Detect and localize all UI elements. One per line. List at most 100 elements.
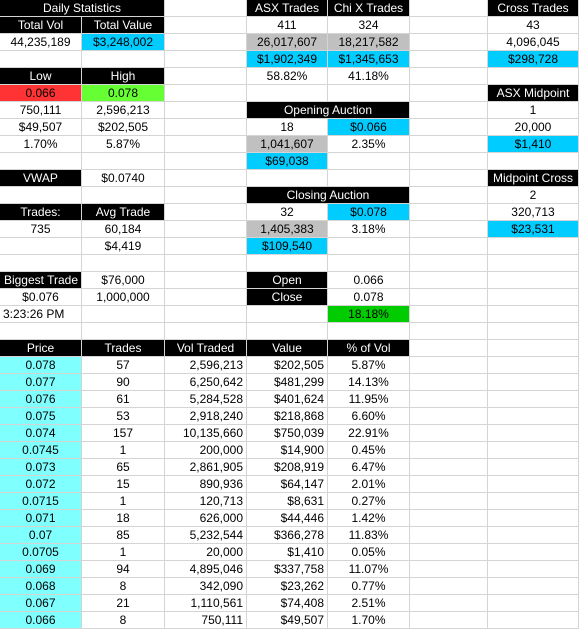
value-cell: 0.27% <box>328 493 410 510</box>
header-cell: Low <box>0 68 82 85</box>
grid-cell <box>410 374 488 391</box>
value-cell: $1,902,349 <box>247 51 328 68</box>
value-cell: 5,284,528 <box>165 391 247 408</box>
grid-cell <box>488 408 579 425</box>
grid-cell <box>410 340 488 357</box>
value-cell: 53 <box>82 408 165 425</box>
value-cell: $298,728 <box>488 51 579 68</box>
grid-cell <box>165 136 247 153</box>
grid-cell <box>247 170 328 187</box>
grid-cell <box>328 238 410 255</box>
grid-cell <box>410 595 488 612</box>
grid-cell <box>488 612 579 629</box>
grid-cell <box>165 34 247 51</box>
value-cell: 320,713 <box>488 204 579 221</box>
value-cell: 0.067 <box>0 595 82 612</box>
value-cell: 1,041,607 <box>247 136 328 153</box>
value-cell: $8,631 <box>247 493 328 510</box>
grid-cell <box>488 527 579 544</box>
value-cell: 10,135,660 <box>165 425 247 442</box>
grid-cell <box>488 595 579 612</box>
grid-cell <box>165 204 247 221</box>
grid-cell <box>488 493 579 510</box>
value-cell: 120,713 <box>165 493 247 510</box>
value-cell: 11.07% <box>328 561 410 578</box>
value-cell: $366,278 <box>247 527 328 544</box>
value-cell: 0.05% <box>328 544 410 561</box>
grid-cell <box>488 306 579 323</box>
grid-cell <box>410 425 488 442</box>
value-cell: $218,868 <box>247 408 328 425</box>
grid-cell <box>410 170 488 187</box>
value-cell: $750,039 <box>247 425 328 442</box>
value-cell: $3,248,002 <box>82 34 165 51</box>
value-cell: 6.47% <box>328 459 410 476</box>
grid-cell <box>488 68 579 85</box>
grid-cell <box>165 238 247 255</box>
value-cell: 20,000 <box>165 544 247 561</box>
value-cell: 411 <box>247 17 328 34</box>
value-cell: 60,184 <box>82 221 165 238</box>
header-cell: Trades: <box>0 204 82 221</box>
value-cell: $1,345,653 <box>328 51 410 68</box>
value-cell: 20,000 <box>488 119 579 136</box>
value-cell: $0.076 <box>0 289 82 306</box>
grid-cell <box>410 153 488 170</box>
grid-cell <box>165 153 247 170</box>
value-cell: $44,446 <box>247 510 328 527</box>
grid-cell <box>247 85 328 102</box>
value-cell: 15 <box>82 476 165 493</box>
value-cell: 2,596,213 <box>82 102 165 119</box>
value-cell: 11.95% <box>328 391 410 408</box>
value-cell: 1.70% <box>0 136 82 153</box>
grid-cell <box>165 17 247 34</box>
value-cell: 4,895,046 <box>165 561 247 578</box>
header-cell: Opening Auction <box>247 102 410 119</box>
value-cell: 2.51% <box>328 595 410 612</box>
value-cell: 5,232,544 <box>165 527 247 544</box>
grid-cell <box>410 391 488 408</box>
value-cell: 1 <box>488 102 579 119</box>
grid-cell <box>410 255 488 272</box>
value-cell: 0.0705 <box>0 544 82 561</box>
value-cell: $0.066 <box>328 119 410 136</box>
grid-cell <box>165 306 247 323</box>
value-cell: 44,235,189 <box>0 34 82 51</box>
value-cell: $64,147 <box>247 476 328 493</box>
grid-cell <box>165 255 247 272</box>
header-cell: Cross Trades <box>488 0 579 17</box>
grid-cell <box>410 238 488 255</box>
header-cell: Value <box>247 340 328 357</box>
grid-cell <box>488 340 579 357</box>
value-cell: 890,936 <box>165 476 247 493</box>
grid-cell <box>410 17 488 34</box>
grid-cell <box>0 153 82 170</box>
value-cell: 1 <box>82 493 165 510</box>
grid-cell <box>488 391 579 408</box>
grid-cell <box>410 612 488 629</box>
value-cell: 0.066 <box>0 612 82 629</box>
header-cell: Trades <box>82 340 165 357</box>
grid-cell <box>488 255 579 272</box>
grid-cell <box>410 459 488 476</box>
value-cell: 18 <box>82 510 165 527</box>
grid-cell <box>247 255 328 272</box>
value-cell: $1,410 <box>247 544 328 561</box>
value-cell: $0.0740 <box>82 170 165 187</box>
value-cell: $109,540 <box>247 238 328 255</box>
header-cell: Closing Auction <box>247 187 410 204</box>
grid-cell <box>488 476 579 493</box>
grid-cell <box>165 289 247 306</box>
value-cell: $202,505 <box>82 119 165 136</box>
grid-cell <box>410 85 488 102</box>
value-cell: $208,919 <box>247 459 328 476</box>
value-cell: 0.071 <box>0 510 82 527</box>
grid-cell <box>328 170 410 187</box>
grid-cell <box>165 102 247 119</box>
grid-cell <box>488 459 579 476</box>
header-cell: % of Vol <box>328 340 410 357</box>
value-cell: 8 <box>82 612 165 629</box>
grid-cell <box>410 68 488 85</box>
grid-cell <box>328 323 410 340</box>
